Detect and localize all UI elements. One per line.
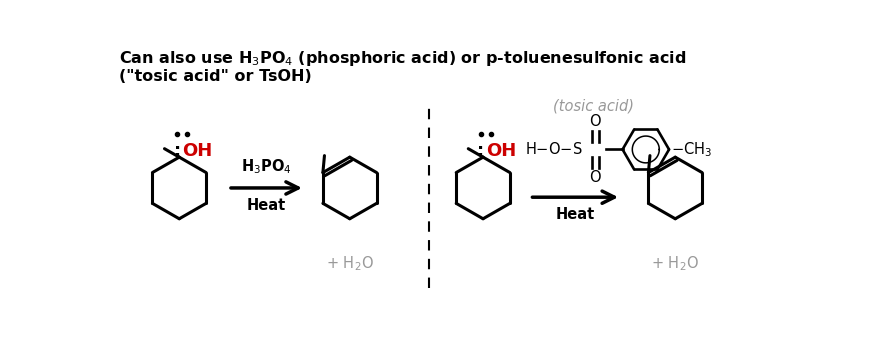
Text: :: : [173,142,180,160]
Text: Heat: Heat [555,207,595,222]
Text: ("tosic acid" or TsOH): ("tosic acid" or TsOH) [119,69,312,84]
Text: H$_3$PO$_4$: H$_3$PO$_4$ [241,157,292,176]
Text: + H$_2$O: + H$_2$O [652,254,699,273]
Text: OH: OH [182,142,213,160]
Text: Heat: Heat [247,198,286,213]
Text: (tosic acid): (tosic acid) [553,99,634,114]
Text: :: : [477,142,484,160]
Text: OH: OH [486,142,516,160]
Text: + H$_2$O: + H$_2$O [326,254,374,273]
Text: $-$CH$_3$: $-$CH$_3$ [671,140,712,159]
Text: H$-$O$-$S: H$-$O$-$S [525,141,583,157]
Text: O: O [589,170,600,185]
Text: O: O [589,114,600,129]
Text: Can also use H$_3$PO$_4$ (phosphoric acid) or p-toluenesulfonic acid: Can also use H$_3$PO$_4$ (phosphoric aci… [119,49,686,68]
